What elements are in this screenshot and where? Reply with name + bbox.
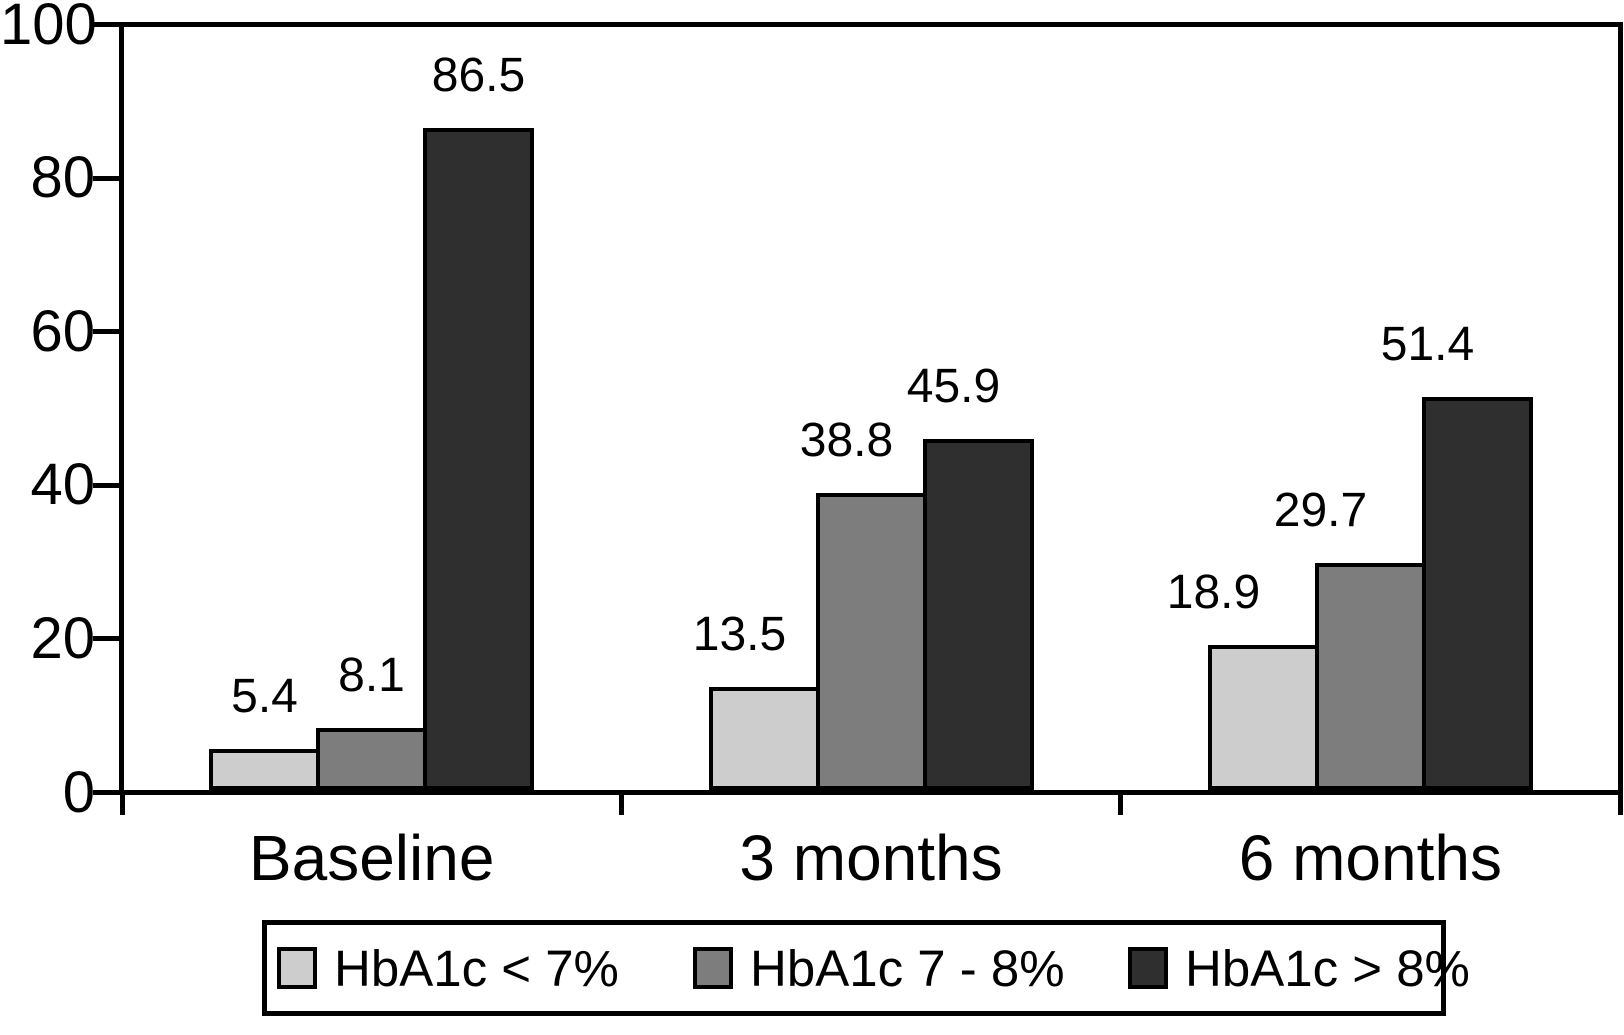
bar-hba1c-gt8-baseline: [423, 128, 534, 790]
bar-hba1c-7-8-3-months: [816, 493, 927, 790]
legend-label-hba1c-gt8: HbA1c > 8%: [1185, 939, 1470, 997]
category-label-baseline: Baseline: [248, 822, 495, 894]
bar-hba1c-lt7-3-months: [709, 687, 820, 790]
legend-item-hba1c-7-8: HbA1c 7 - 8%: [693, 925, 1065, 1011]
legend-swatch-hba1c-gt8: [1128, 947, 1168, 989]
y-axis-tick-label-80: 80: [30, 145, 95, 211]
x-axis-tick-0: [119, 790, 125, 815]
y-axis-tick-20: [92, 636, 120, 642]
y-axis-tick-0: [92, 790, 120, 795]
category-label-3-months: 3 months: [739, 822, 1003, 894]
x-axis-tick-3: [1617, 790, 1623, 815]
bar-value-label-hba1c-7-8-baseline: 8.1: [338, 649, 405, 702]
bar-value-label-hba1c-lt7-6-months: 18.9: [1166, 566, 1261, 619]
bar-hba1c-gt8-6-months: [1422, 397, 1533, 790]
bar-value-label-hba1c-gt8-3-months: 45.9: [906, 360, 1001, 413]
legend-swatch-hba1c-lt7: [277, 947, 317, 989]
bar-value-label-hba1c-gt8-baseline: 86.5: [431, 49, 526, 102]
y-axis-tick-label-60: 60: [30, 298, 95, 364]
x-axis-tick-2: [1118, 790, 1124, 815]
legend-label-hba1c-7-8: HbA1c 7 - 8%: [750, 939, 1065, 997]
x-axis-tick-1: [618, 790, 624, 815]
y-axis-tick-60: [92, 329, 120, 335]
legend-box: HbA1c < 7% HbA1c 7 - 8% HbA1c > 8%: [262, 920, 1470, 1016]
y-axis-tick-80: [92, 175, 120, 181]
y-axis-tick-100: [92, 22, 120, 27]
y-axis-tick-label-40: 40: [30, 452, 95, 518]
legend-item-hba1c-lt7: HbA1c < 7%: [277, 925, 619, 1011]
bar-value-label-hba1c-gt8-6-months: 51.4: [1380, 318, 1475, 371]
bar-hba1c-7-8-baseline: [316, 728, 427, 790]
y-axis-tick-label-20: 20: [30, 605, 95, 671]
bar-hba1c-lt7-baseline: [209, 749, 320, 790]
y-axis-tick-40: [92, 482, 120, 488]
category-label-6-months: 6 months: [1238, 822, 1502, 894]
y-axis-tick-label-100: 100: [0, 0, 97, 57]
bar-value-label-hba1c-lt7-baseline: 5.4: [231, 670, 298, 723]
bar-hba1c-lt7-6-months: [1208, 645, 1319, 790]
legend-label-hba1c-lt7: HbA1c < 7%: [334, 939, 619, 997]
bar-value-label-hba1c-lt7-3-months: 13.5: [692, 608, 787, 661]
bar-hba1c-gt8-3-months: [923, 439, 1034, 790]
legend-item-hba1c-gt8: HbA1c > 8%: [1128, 925, 1470, 1011]
legend-swatch-hba1c-7-8: [693, 947, 733, 989]
bar-value-label-hba1c-7-8-6-months: 29.7: [1273, 484, 1368, 537]
bar-value-label-hba1c-7-8-3-months: 38.8: [799, 414, 894, 467]
y-axis-tick-label-0: 0: [62, 759, 95, 825]
bar-hba1c-7-8-6-months: [1315, 563, 1426, 790]
